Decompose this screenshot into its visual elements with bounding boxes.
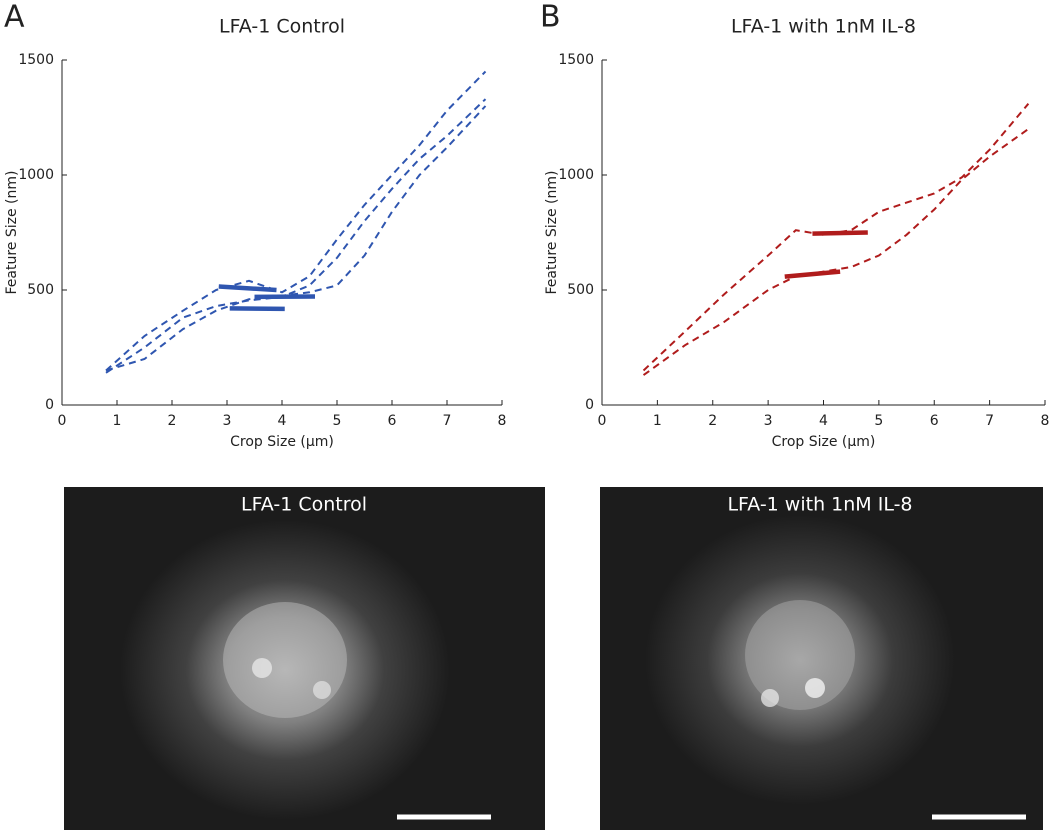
- x-tick-label: 3: [223, 413, 232, 429]
- cluster: [313, 681, 331, 699]
- chart-title: LFA-1 Control: [219, 16, 345, 38]
- data-line: [642, 128, 1029, 376]
- x-tick-label: 7: [443, 413, 452, 429]
- chart-title: LFA-1 with 1nM IL-8: [731, 16, 916, 38]
- x-tick-label: 0: [598, 413, 607, 429]
- x-tick-label: 6: [388, 413, 397, 429]
- cell-core: [223, 602, 347, 718]
- x-tick-label: 2: [168, 413, 177, 429]
- fit-segment: [812, 230, 868, 236]
- y-tick-label: 1000: [18, 167, 54, 183]
- data-line: [105, 105, 487, 372]
- y-axis-label: Feature Size (nm): [544, 171, 560, 295]
- x-tick-label: 5: [333, 413, 342, 429]
- x-tick-label: 1: [113, 413, 122, 429]
- micrograph: LFA-1 with 1nM IL-8: [600, 487, 1043, 830]
- y-tick-label: 1500: [18, 52, 54, 68]
- x-tick-label: 4: [819, 413, 828, 429]
- y-tick-label: 500: [27, 282, 54, 298]
- y-tick-label: 0: [45, 397, 54, 413]
- x-tick-label: 6: [930, 413, 939, 429]
- x-tick-label: 2: [708, 413, 717, 429]
- cell-core: [745, 600, 855, 710]
- panel-label: A: [4, 0, 25, 35]
- chart: LFA-1 Control 0 1 2 3 4 5 6 7 8 0 500 1000 1500 Crop S…: [4, 16, 506, 451]
- y-tick-label: 0: [585, 397, 594, 413]
- image-title: LFA-1 with 1nM IL-8: [727, 494, 912, 516]
- x-axis-label: Crop Size (μm): [230, 434, 334, 450]
- image-title: LFA-1 Control: [241, 494, 367, 516]
- fit-segment: [784, 269, 841, 279]
- x-tick-label: 3: [764, 413, 773, 429]
- data-line: [105, 98, 487, 374]
- x-tick-label: 7: [985, 413, 994, 429]
- cluster: [761, 689, 779, 707]
- micrograph: LFA-1 Control: [64, 487, 545, 830]
- y-tick-label: 500: [567, 282, 594, 298]
- x-axis-label: Crop Size (μm): [772, 434, 876, 450]
- chart: LFA-1 with 1nM IL-8 0 1 2 3 4 5 6 7 8 0 500 1000 1500…: [544, 16, 1049, 451]
- data-line: [642, 103, 1030, 372]
- x-tick-label: 8: [498, 413, 507, 429]
- cluster: [805, 678, 825, 698]
- y-tick-label: 1000: [558, 167, 594, 183]
- cluster: [252, 658, 272, 678]
- fit-segment: [218, 284, 277, 293]
- x-tick-label: 4: [278, 413, 287, 429]
- panel-label: B: [540, 0, 561, 35]
- y-axis-label: Feature Size (nm): [4, 171, 20, 295]
- y-tick-label: 1500: [558, 52, 594, 68]
- x-tick-label: 8: [1041, 413, 1050, 429]
- x-tick-label: 1: [653, 413, 662, 429]
- x-tick-label: 0: [58, 413, 67, 429]
- x-tick-label: 5: [874, 413, 883, 429]
- data-line: [105, 70, 487, 372]
